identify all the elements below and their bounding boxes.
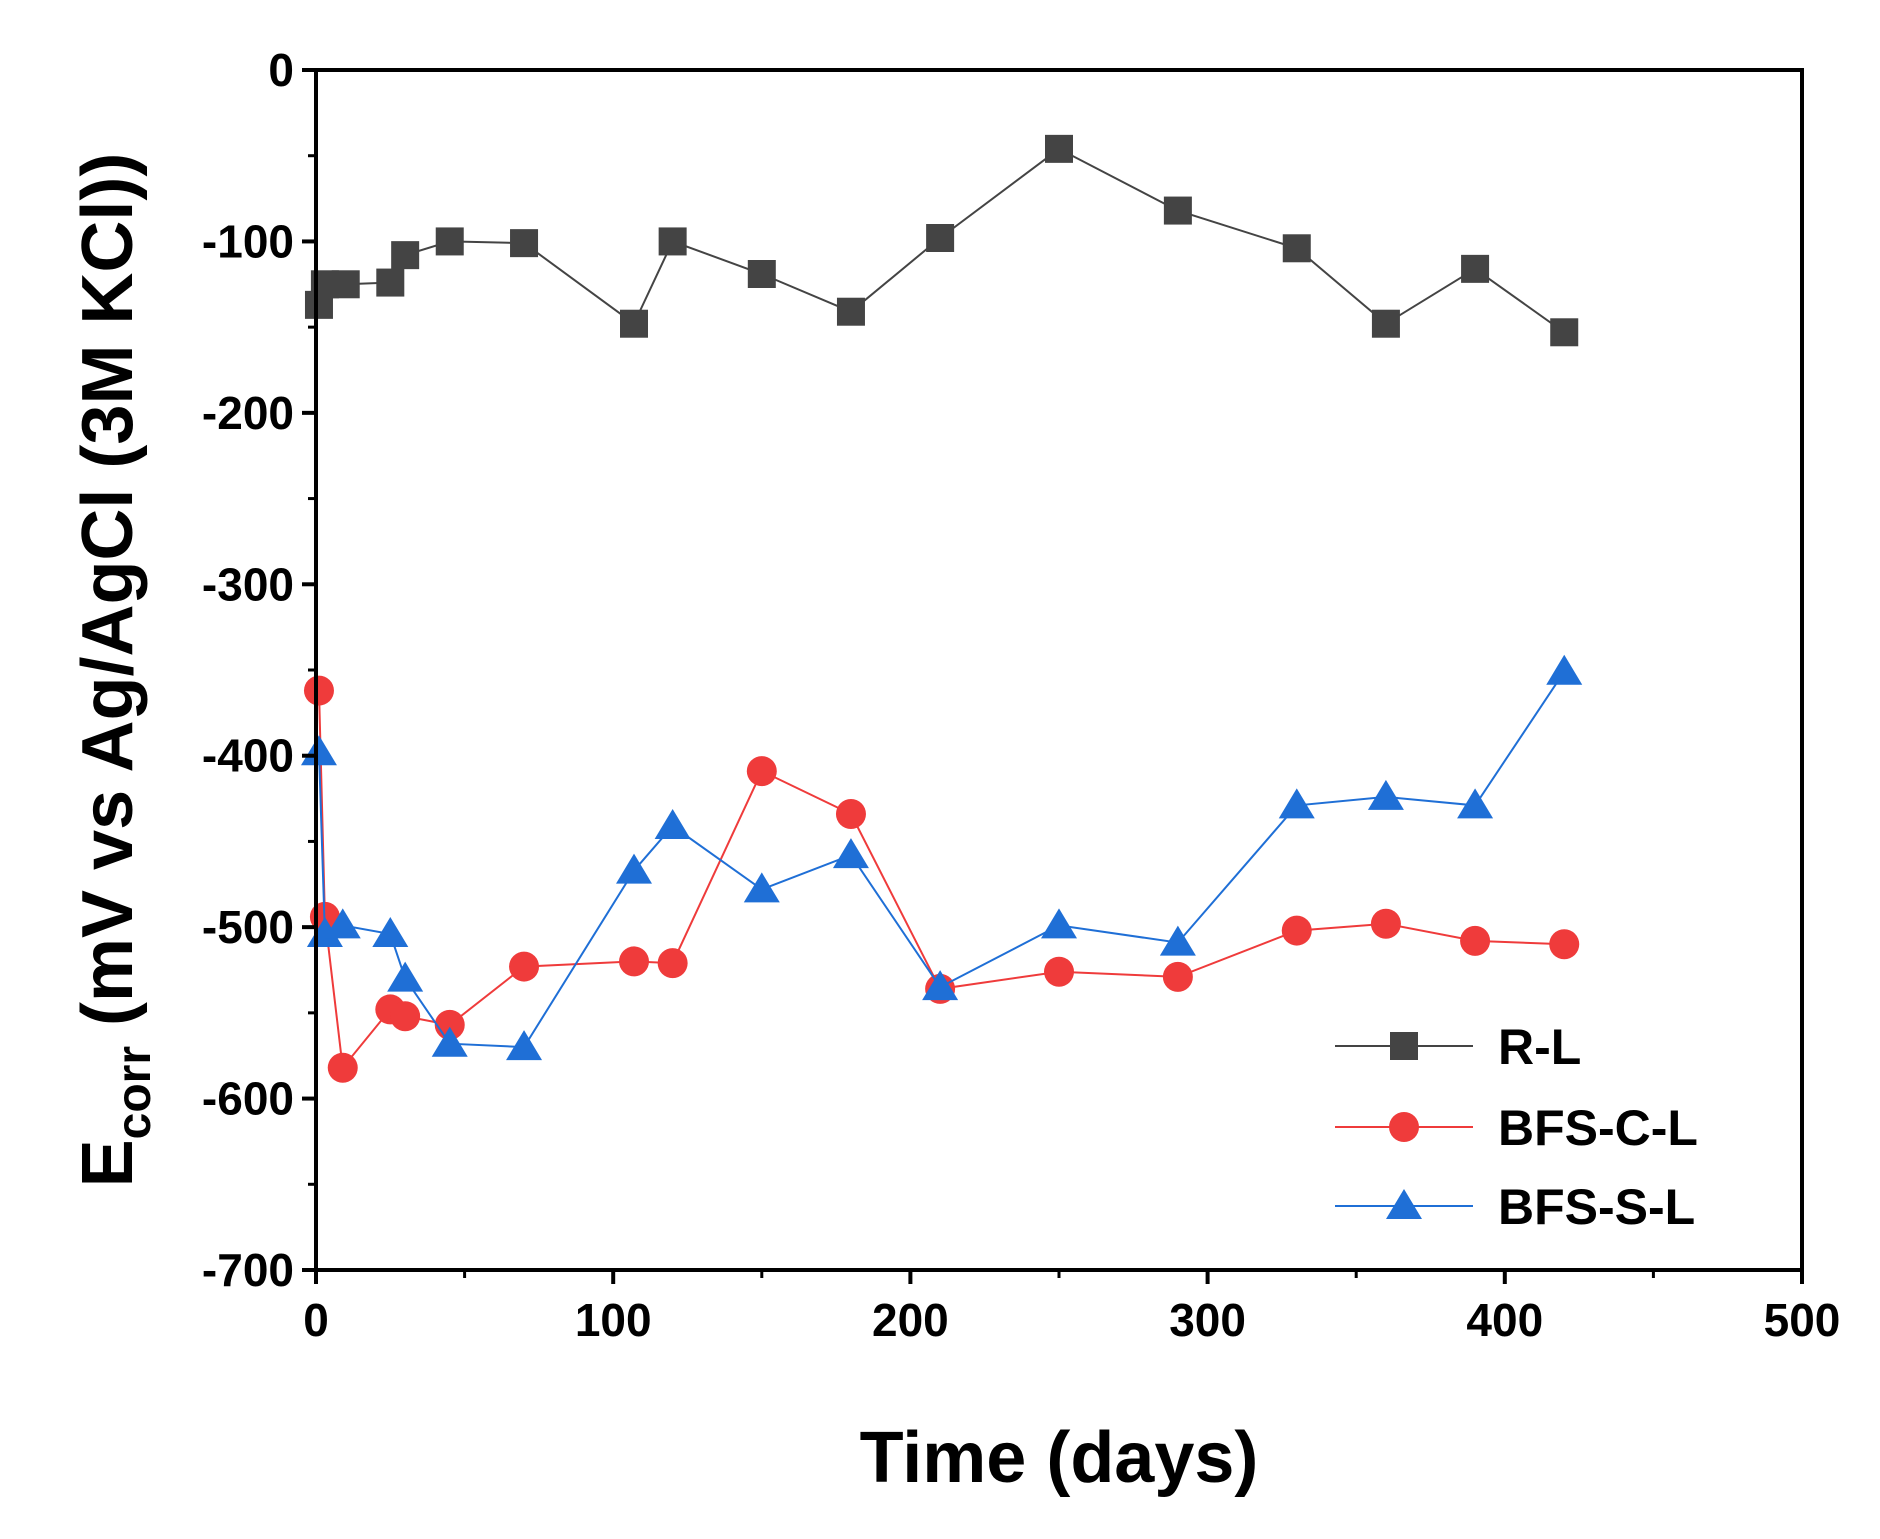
y-tick-label: -500 — [202, 901, 294, 953]
series-bfs-c-l — [303, 675, 1580, 1083]
axis-layer: 0 100 200 300 400 500 0 -100 -200 -300 -400 -500 -60… — [202, 44, 1840, 1346]
series-bfs-s-l — [300, 654, 1583, 1061]
data-point — [926, 224, 955, 252]
data-point — [372, 917, 409, 947]
data-point — [654, 809, 691, 839]
data-point — [1370, 908, 1401, 939]
data-point — [1163, 196, 1192, 225]
data-point — [1162, 961, 1193, 992]
data-point — [835, 799, 866, 829]
data-point — [431, 1026, 468, 1057]
series-r-l — [304, 134, 1579, 347]
y-axis-title-rest: (mV vs Ag/AgCl (3M KCl)) — [68, 153, 148, 1046]
legend-marker — [1390, 1032, 1418, 1060]
data-point — [619, 946, 650, 977]
x-tick-label: 0 — [303, 1294, 329, 1346]
data-point — [1041, 908, 1077, 939]
x-tick-label: 400 — [1466, 1294, 1543, 1346]
y-tick-label: -100 — [202, 215, 294, 267]
legend-label: BFS-C-L — [1498, 1100, 1698, 1156]
data-point — [327, 1052, 358, 1083]
legend-item-bfs-c-l: BFS-C-L — [1335, 1100, 1698, 1156]
data-point — [435, 227, 464, 256]
data-point — [616, 853, 653, 884]
y-axis-title-main: E — [68, 1139, 148, 1187]
y-tick-label: -200 — [202, 387, 294, 439]
y-axis-title-subscript: corr — [108, 1046, 161, 1139]
data-point — [1457, 788, 1494, 819]
x-axis-title: Time (days) — [860, 1418, 1259, 1498]
data-point — [832, 838, 869, 869]
data-point — [324, 908, 361, 939]
data-point — [331, 270, 360, 299]
data-point — [1278, 788, 1315, 819]
data-point — [1461, 254, 1490, 283]
legend-marker — [1386, 1189, 1422, 1219]
data-point — [1460, 925, 1491, 956]
data-point — [620, 309, 649, 338]
data-point — [747, 260, 776, 288]
data-point — [1282, 234, 1311, 263]
x-tick-label: 300 — [1169, 1294, 1246, 1346]
data-point — [509, 951, 540, 982]
legend-marker — [1389, 1112, 1419, 1142]
legend-label: BFS-S-L — [1498, 1179, 1695, 1235]
data-point — [1550, 318, 1579, 347]
data-point — [746, 756, 777, 787]
data-point — [1371, 309, 1400, 338]
data-point — [1546, 654, 1583, 685]
x-tick-label: 500 — [1764, 1294, 1841, 1346]
data-point — [743, 872, 780, 903]
x-tick-label: 200 — [872, 1294, 949, 1346]
data-point — [657, 948, 688, 979]
y-tick-label: 0 — [268, 44, 294, 96]
y-tick-label: -600 — [202, 1073, 294, 1125]
data-point — [376, 268, 405, 297]
y-tick-label: -700 — [202, 1244, 294, 1296]
data-point — [303, 675, 334, 706]
data-point — [510, 229, 539, 258]
legend-label: R-L — [1498, 1019, 1581, 1075]
legend-item-r-l: R-L — [1335, 1019, 1581, 1075]
data-point — [1045, 134, 1073, 163]
data-point — [390, 1001, 421, 1032]
x-tick-label: 100 — [575, 1294, 652, 1346]
data-point — [506, 1030, 543, 1061]
data-point — [922, 970, 959, 1001]
data-point — [836, 297, 865, 326]
data-point — [1044, 956, 1074, 987]
series-layer — [300, 134, 1583, 1083]
data-point — [1159, 925, 1196, 956]
data-point — [658, 227, 687, 256]
y-axis-title: Ecorr (mV vs Ag/AgCl (3M KCl)) — [68, 153, 161, 1188]
data-point — [1281, 915, 1312, 946]
legend: R-L BFS-C-L BFS-S-L — [1335, 1019, 1698, 1235]
legend-item-bfs-s-l: BFS-S-L — [1335, 1179, 1695, 1235]
data-point — [300, 735, 337, 766]
data-point — [1367, 779, 1404, 810]
y-tick-label: -400 — [202, 730, 294, 782]
y-tick-label: -300 — [202, 558, 294, 610]
data-point — [391, 241, 420, 270]
data-point — [1549, 929, 1580, 960]
data-point — [387, 961, 424, 992]
